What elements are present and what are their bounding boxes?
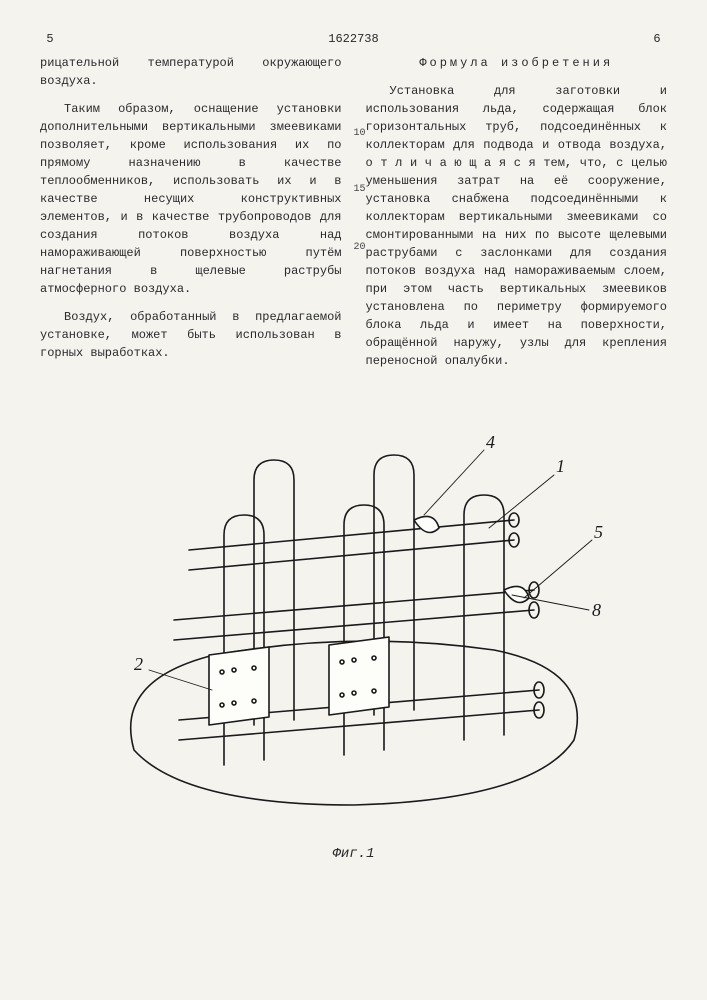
page-number-left: 5 (40, 30, 60, 48)
figure-svg: 1 4 5 8 2 (94, 420, 614, 840)
figure-label-5: 5 (594, 522, 603, 542)
left-column: рицательной температурой окружающего воз… (40, 54, 342, 380)
right-column: Формула изобретения Установка для загото… (366, 54, 668, 380)
figure-label-4: 4 (486, 432, 495, 452)
figure-label-2: 2 (134, 654, 143, 674)
paragraph: Воздух, обработанный в предлагаемой уста… (40, 308, 342, 362)
paragraph: Таким образом, оснащение установки допол… (40, 100, 342, 298)
formula-title: Формула изобретения (366, 54, 668, 72)
line-mark: 20 (354, 240, 366, 255)
figure-label-1: 1 (556, 456, 565, 476)
paragraph: рицательной температурой окружающего воз… (40, 54, 342, 90)
figure-label-8: 8 (592, 600, 601, 620)
paragraph: Установка для заготовки и использования … (366, 82, 668, 370)
figure: 1 4 5 8 2 Фиг.1 (40, 420, 667, 865)
document-number: 1622738 (60, 30, 647, 48)
text-columns: 10 15 20 рицательной температурой окружа… (40, 54, 667, 380)
page-header: 5 1622738 6 (40, 30, 667, 48)
line-mark: 15 (354, 182, 366, 197)
figure-caption: Фиг.1 (40, 844, 667, 865)
line-mark: 10 (354, 126, 366, 141)
page-number-right: 6 (647, 30, 667, 48)
